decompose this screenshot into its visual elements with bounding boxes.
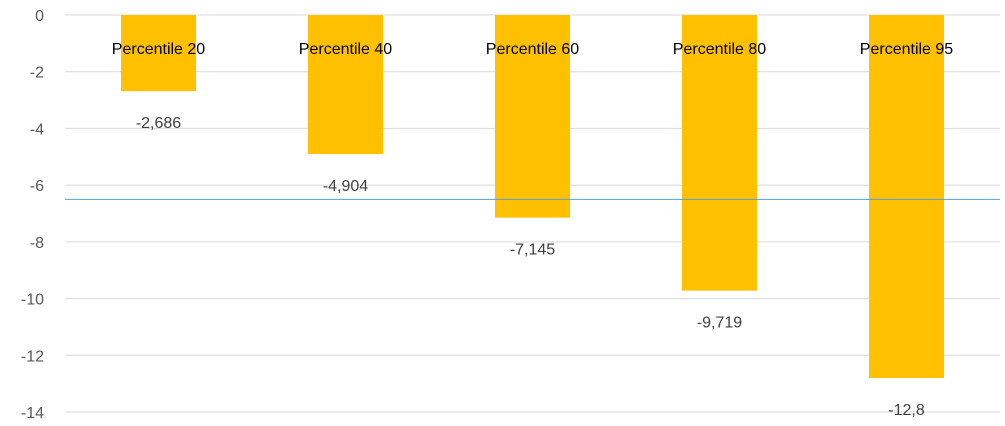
category-labels: Percentile 20 Percentile 40 Percentile 60 P… <box>112 41 953 58</box>
bar <box>121 15 196 92</box>
y-tick-label: -10 <box>21 292 44 309</box>
y-tick-label: -14 <box>21 405 44 422</box>
category-label: Percentile 80 <box>673 41 766 58</box>
bar <box>869 15 944 378</box>
data-label: -2,686 <box>136 115 181 132</box>
y-tick-label: -6 <box>30 178 44 195</box>
data-label: -9,719 <box>697 315 742 332</box>
bar <box>682 15 757 291</box>
y-tick-label: -2 <box>30 65 44 82</box>
y-tick-label: -8 <box>30 235 44 252</box>
bar <box>495 15 570 218</box>
data-label: -12,8 <box>888 402 925 419</box>
y-tick-label: 0 <box>35 8 44 25</box>
bar <box>308 15 383 155</box>
category-label: Percentile 40 <box>299 41 392 58</box>
bars <box>121 15 944 378</box>
y-tick-label: -4 <box>30 121 44 138</box>
data-label: -4,904 <box>323 178 368 195</box>
category-label: Percentile 95 <box>860 41 953 58</box>
y-tick-label: -12 <box>21 348 44 365</box>
category-label: Percentile 60 <box>486 41 579 58</box>
y-axis-tick-labels: 0 -2 -4 -6 -8 -10 -12 -14 <box>21 8 44 422</box>
category-label: Percentile 20 <box>112 41 205 58</box>
data-label: -7,145 <box>510 242 555 259</box>
data-labels: -2,686 -4,904 -7,145 -9,719 -12,8 <box>136 115 925 419</box>
